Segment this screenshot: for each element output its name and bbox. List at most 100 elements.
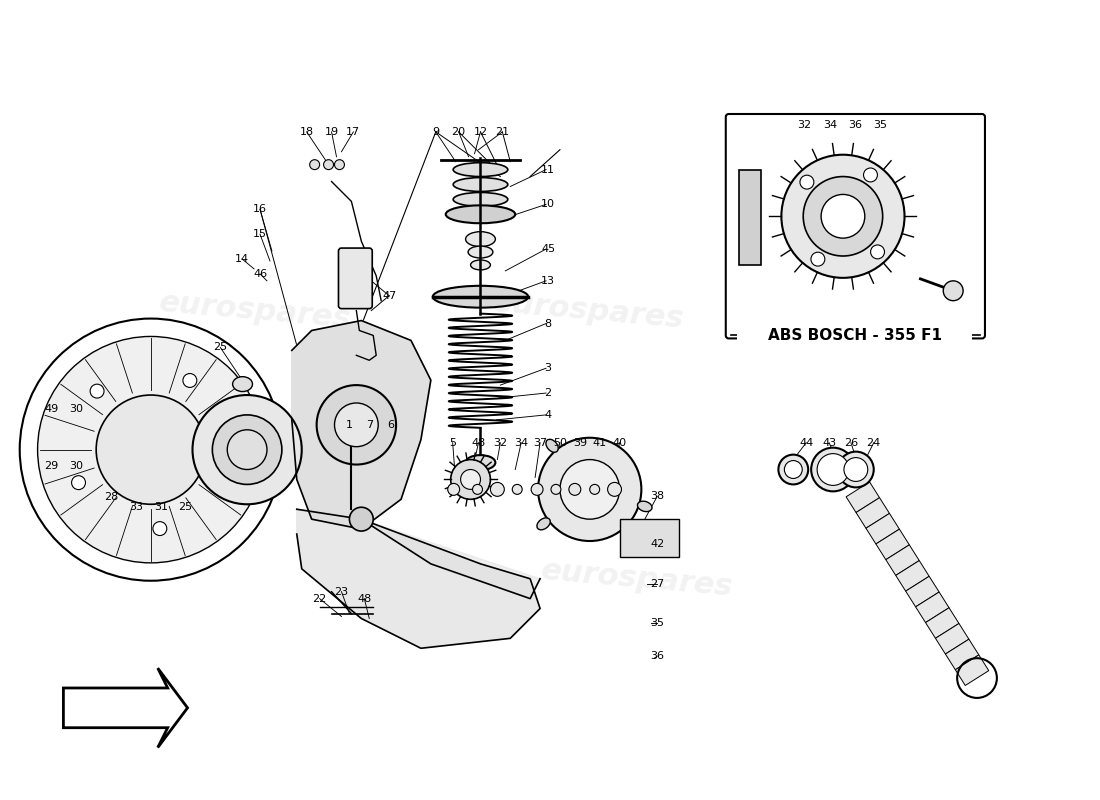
Circle shape [779,454,808,485]
Polygon shape [886,545,920,575]
Circle shape [212,415,282,485]
Circle shape [817,454,849,486]
Polygon shape [945,639,979,670]
Text: 18: 18 [299,127,314,137]
Text: eurospares: eurospares [157,288,352,334]
Text: 36: 36 [848,120,862,130]
Ellipse shape [432,286,528,308]
Text: 33: 33 [129,502,143,512]
Circle shape [590,485,600,494]
Circle shape [513,485,522,494]
Polygon shape [619,519,679,557]
Ellipse shape [453,193,508,206]
Ellipse shape [638,501,652,512]
Text: 1: 1 [345,420,353,430]
Text: 3: 3 [544,363,551,374]
Text: 49: 49 [44,404,58,414]
Circle shape [346,423,356,433]
Circle shape [560,459,619,519]
Ellipse shape [232,377,253,391]
Text: 32: 32 [493,438,507,448]
Polygon shape [955,655,989,686]
Circle shape [821,194,865,238]
Text: ABS BOSCH - 355 F1: ABS BOSCH - 355 F1 [768,328,942,343]
Polygon shape [905,576,939,607]
Text: 42: 42 [650,539,664,549]
Circle shape [551,485,561,494]
Polygon shape [64,668,187,747]
Ellipse shape [471,260,491,270]
Text: 35: 35 [650,618,664,629]
Ellipse shape [465,232,495,246]
Text: 26: 26 [844,438,858,448]
Text: 47: 47 [382,290,396,301]
Circle shape [944,281,964,301]
Text: eurospares: eurospares [540,556,735,602]
Circle shape [531,483,543,495]
Text: 45: 45 [541,244,556,254]
Text: 20: 20 [452,127,465,137]
Circle shape [350,507,373,531]
Circle shape [37,337,264,563]
Polygon shape [297,510,540,648]
Circle shape [222,458,235,472]
Ellipse shape [465,455,495,470]
Text: 34: 34 [514,438,528,448]
Text: 40: 40 [613,438,627,448]
Polygon shape [361,519,540,598]
Text: 41: 41 [593,438,607,448]
Ellipse shape [453,178,508,191]
Text: 31: 31 [154,502,167,512]
Circle shape [803,177,882,256]
Text: 28: 28 [103,492,118,502]
Circle shape [781,154,904,278]
Circle shape [451,459,491,499]
Polygon shape [846,482,880,513]
Ellipse shape [537,518,550,530]
Text: 25: 25 [178,502,192,512]
Circle shape [473,485,483,494]
Text: 11: 11 [541,165,556,174]
Text: 9: 9 [432,127,439,137]
Circle shape [448,483,460,495]
Circle shape [870,245,884,259]
Text: 17: 17 [346,127,361,137]
Text: 23: 23 [334,586,349,597]
Text: 21: 21 [495,127,509,137]
Text: 39: 39 [573,438,587,448]
Text: 48: 48 [472,438,485,448]
Text: 37: 37 [534,438,547,448]
Text: 38: 38 [650,491,664,502]
Polygon shape [876,529,910,560]
Polygon shape [915,592,949,622]
Polygon shape [895,561,930,591]
Text: 35: 35 [872,120,887,130]
Circle shape [607,482,621,496]
Text: 36: 36 [650,651,664,662]
Text: 7: 7 [365,420,373,430]
Polygon shape [925,608,959,638]
Text: 30: 30 [69,461,84,470]
Circle shape [96,395,206,504]
Text: 6: 6 [387,420,395,430]
Text: 44: 44 [799,438,813,448]
Circle shape [811,448,855,491]
Circle shape [838,452,873,487]
Text: 50: 50 [553,438,566,448]
Circle shape [811,252,825,266]
Text: 10: 10 [541,199,556,210]
Circle shape [20,318,282,581]
Polygon shape [935,623,969,654]
Text: 8: 8 [544,318,551,329]
Circle shape [800,175,814,189]
Text: 16: 16 [253,204,267,214]
Polygon shape [739,170,760,265]
Circle shape [228,430,267,470]
Circle shape [844,458,868,482]
Text: 46: 46 [253,269,267,279]
Circle shape [192,395,301,504]
Text: 24: 24 [867,438,881,448]
Text: 13: 13 [541,276,556,286]
Circle shape [323,160,333,170]
Text: 30: 30 [69,404,84,414]
